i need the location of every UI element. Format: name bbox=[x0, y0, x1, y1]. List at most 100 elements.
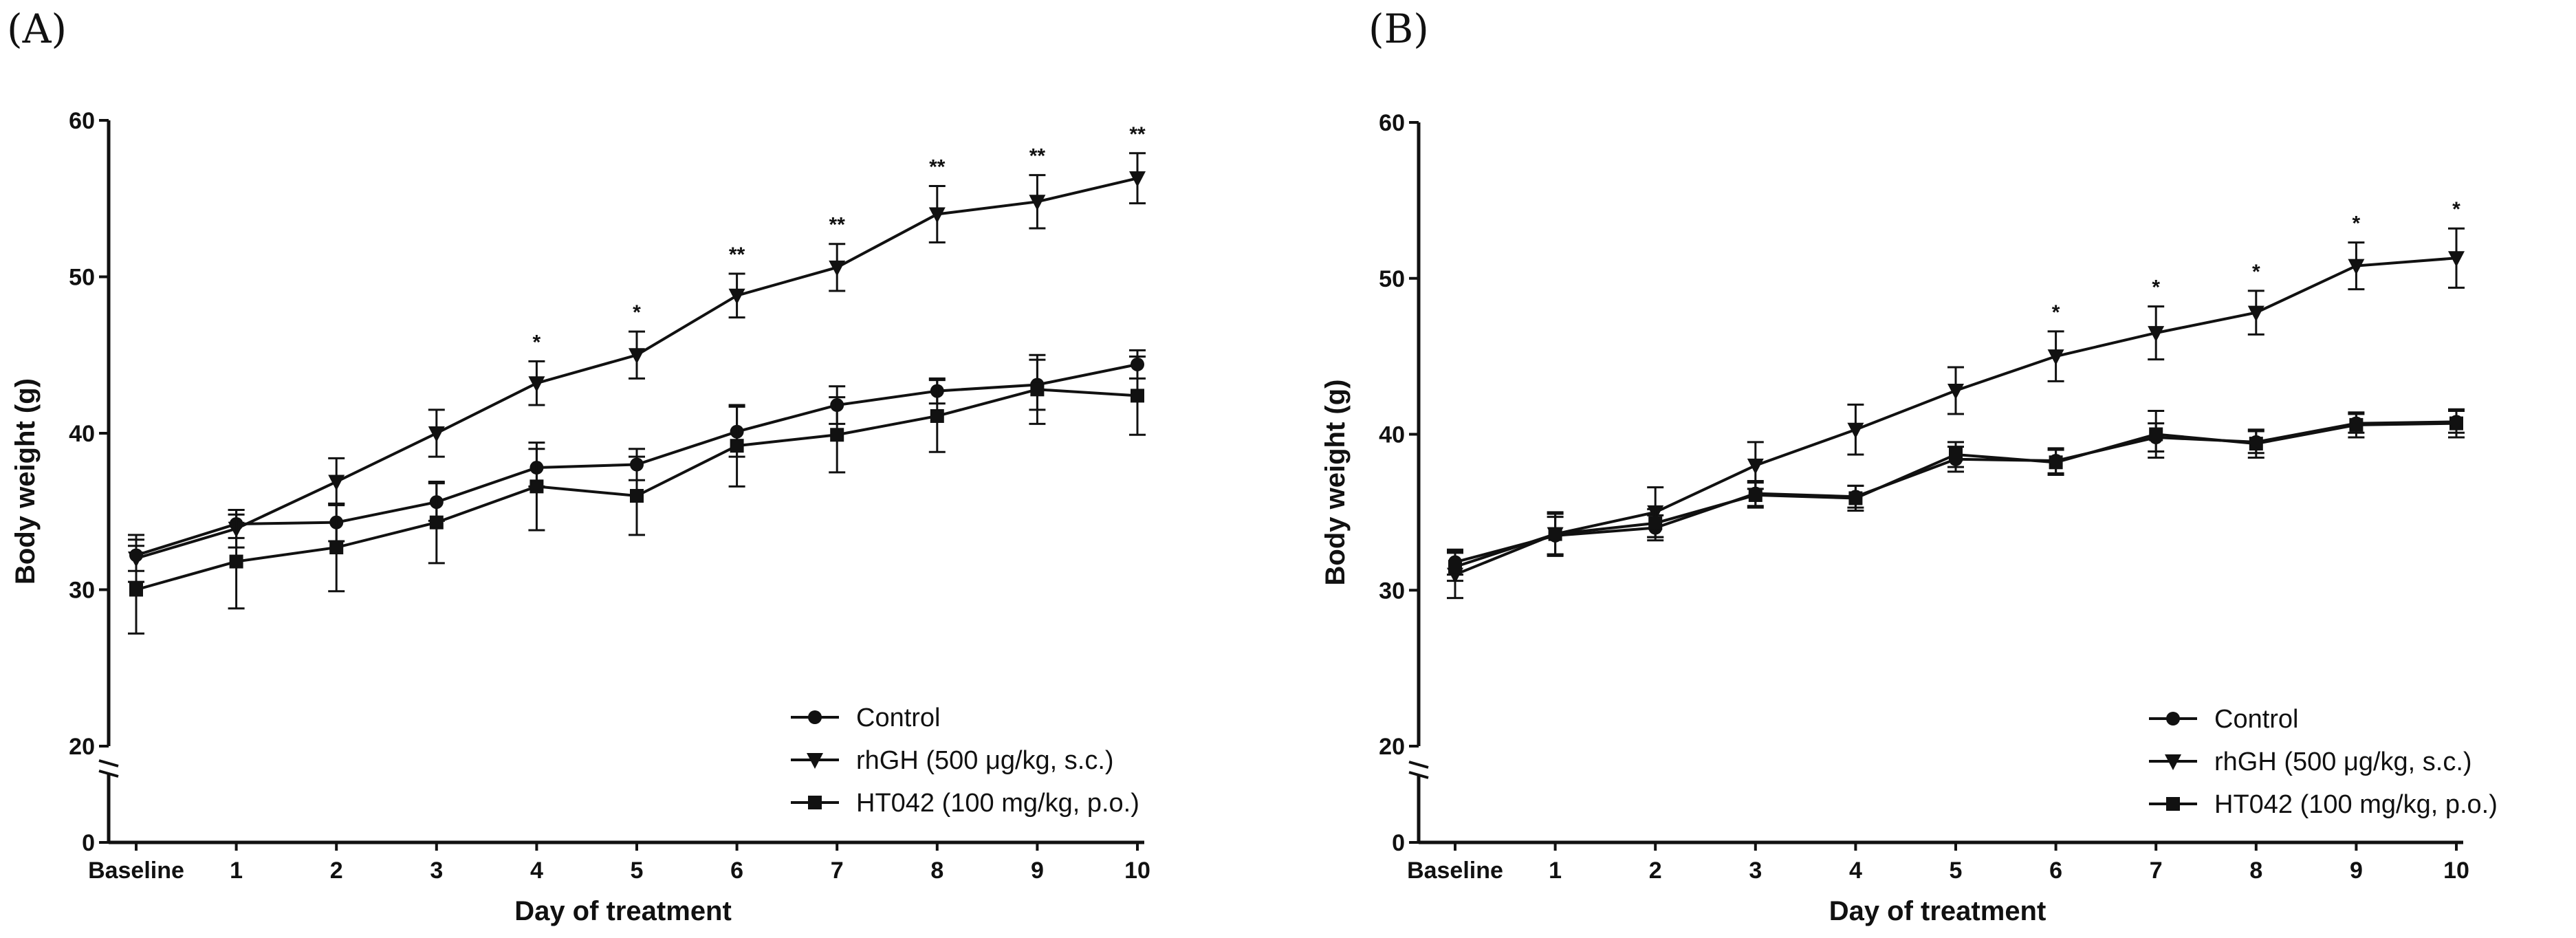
y-tick-label: 0 bbox=[82, 830, 95, 856]
significance-mark: * bbox=[2152, 276, 2160, 299]
legend-marker bbox=[808, 796, 822, 809]
data-point bbox=[229, 554, 243, 569]
x-tick-label: 1 bbox=[230, 858, 243, 884]
x-tick-label: 7 bbox=[2150, 858, 2163, 884]
y-axis-title: Body weight (g) bbox=[10, 378, 41, 585]
data-point bbox=[728, 288, 745, 305]
panel-label: (B) bbox=[1368, 6, 1429, 52]
y-tick-label: 0 bbox=[1392, 830, 1405, 856]
data-point bbox=[2448, 251, 2465, 268]
y-tick-label: 30 bbox=[1379, 578, 1405, 604]
data-point bbox=[2149, 427, 2163, 441]
data-point bbox=[1949, 447, 1963, 461]
significance-mark: * bbox=[633, 301, 641, 324]
data-point bbox=[928, 207, 946, 223]
legend-marker bbox=[807, 753, 823, 769]
data-point bbox=[2047, 349, 2064, 366]
x-tick-label: 10 bbox=[2443, 858, 2469, 884]
legend-label: Control bbox=[856, 704, 941, 732]
series-line bbox=[1454, 257, 2457, 576]
series-square bbox=[128, 353, 1146, 635]
axis-break-mark bbox=[1408, 771, 1429, 779]
data-point bbox=[629, 348, 645, 364]
data-point bbox=[630, 489, 644, 503]
data-point bbox=[1448, 560, 1462, 574]
x-tick-label: 2 bbox=[1649, 858, 1662, 884]
x-tick-label: 2 bbox=[330, 858, 343, 884]
data-point bbox=[2049, 455, 2063, 470]
axis-break-mark bbox=[1408, 761, 1429, 769]
x-tick-label: 8 bbox=[930, 858, 943, 884]
legend: Control rhGH (500 μg/kg, s.c.) HT042 (100 … bbox=[2149, 705, 2498, 819]
data-point bbox=[528, 376, 545, 393]
data-point bbox=[328, 475, 345, 491]
data-point bbox=[2148, 326, 2165, 342]
significance-mark: ** bbox=[729, 243, 745, 266]
data-point bbox=[2249, 437, 2263, 451]
data-point bbox=[2449, 416, 2463, 430]
x-tick-label: 9 bbox=[2350, 858, 2363, 884]
significance-mark: ** bbox=[1129, 123, 1146, 146]
data-point bbox=[1131, 389, 1144, 403]
significance-mark: ** bbox=[829, 214, 846, 237]
series-triangle-down bbox=[1447, 227, 2465, 600]
data-point bbox=[1648, 516, 1663, 530]
y-tick-label: 40 bbox=[1379, 422, 1405, 448]
significance-mark: ** bbox=[1029, 145, 1046, 168]
legend-label: Control bbox=[2214, 705, 2299, 734]
panel-label: (A) bbox=[7, 6, 67, 52]
x-tick-label: 10 bbox=[1124, 858, 1150, 884]
x-tick-label: 8 bbox=[2249, 858, 2262, 884]
x-axis-title: Day of treatment bbox=[1829, 896, 2046, 926]
y-tick-label: 40 bbox=[69, 421, 95, 447]
series-square bbox=[1447, 408, 2465, 582]
data-point bbox=[1947, 384, 1964, 400]
y-tick-label: 20 bbox=[69, 734, 95, 760]
data-point bbox=[428, 426, 445, 442]
x-tick-label: 6 bbox=[2049, 858, 2062, 884]
significance-mark: * bbox=[2252, 261, 2260, 283]
y-tick-label: 60 bbox=[1379, 110, 1405, 136]
x-tick-label: 3 bbox=[430, 858, 443, 884]
x-tick-label: Baseline bbox=[1407, 858, 1503, 884]
axis-break-mark bbox=[98, 759, 119, 767]
data-point bbox=[129, 582, 143, 597]
data-point bbox=[1847, 422, 1864, 439]
significance-mark: * bbox=[2052, 301, 2060, 324]
x-tick-label: 3 bbox=[1749, 858, 1762, 884]
legend: Control rhGH (500 μg/kg, s.c.) HT042 (100 … bbox=[791, 704, 1139, 818]
data-point bbox=[329, 541, 344, 555]
x-tick-label: 6 bbox=[730, 858, 743, 884]
data-point bbox=[829, 260, 846, 276]
legend-label: HT042 (100 mg/kg, p.o.) bbox=[2214, 790, 2498, 819]
y-tick-label: 50 bbox=[1379, 266, 1405, 292]
x-tick-label: 7 bbox=[831, 858, 844, 884]
axis-break-mark bbox=[98, 770, 119, 778]
x-tick-label: 4 bbox=[1849, 858, 1862, 884]
data-point bbox=[429, 515, 444, 530]
data-point bbox=[1548, 527, 1562, 541]
x-tick-label: 5 bbox=[631, 858, 644, 884]
x-axis-title: Day of treatment bbox=[514, 896, 732, 926]
series-circle bbox=[1447, 409, 2465, 576]
series-triangle-down bbox=[128, 152, 1146, 583]
legend-marker bbox=[2166, 797, 2180, 811]
x-tick-label: 1 bbox=[1549, 858, 1562, 884]
data-point bbox=[830, 428, 844, 442]
legend-marker bbox=[808, 710, 822, 724]
y-tick-label: 60 bbox=[69, 108, 95, 134]
y-tick-label: 30 bbox=[69, 578, 95, 604]
legend-label: rhGH (500 μg/kg, s.c.) bbox=[856, 746, 1114, 775]
data-point bbox=[2348, 259, 2365, 275]
data-point bbox=[930, 408, 944, 423]
data-point bbox=[2349, 417, 2364, 432]
data-point bbox=[530, 479, 544, 494]
y-tick-label: 50 bbox=[69, 265, 95, 291]
legend-label: HT042 (100 mg/kg, p.o.) bbox=[856, 789, 1139, 818]
significance-mark: * bbox=[2452, 198, 2460, 221]
y-axis-title: Body weight (g) bbox=[1320, 380, 1351, 586]
y-tick-label: 20 bbox=[1379, 734, 1405, 760]
data-point bbox=[1030, 382, 1045, 397]
